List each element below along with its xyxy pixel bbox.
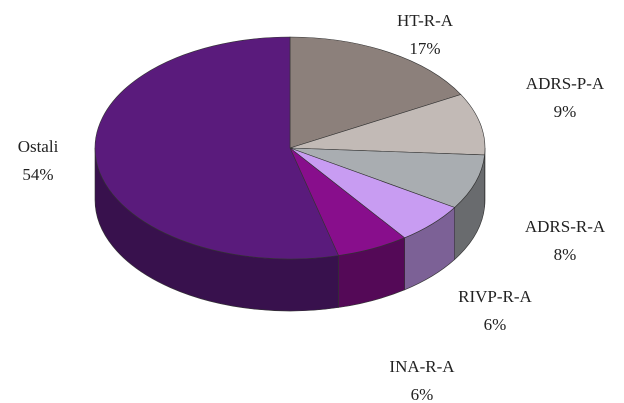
value-label: 6% — [411, 385, 434, 403]
slice — [289, 94, 486, 156]
value-label: 17% — [409, 39, 440, 58]
slice-label: INA-R-A — [389, 357, 455, 376]
slice — [289, 36, 462, 149]
value-label: 9% — [554, 102, 577, 121]
value-label: 54% — [22, 165, 53, 184]
slice-label: ADRS-P-A — [526, 74, 605, 93]
slice-label: RIVP-R-A — [458, 287, 532, 306]
value-label: 8% — [554, 245, 577, 264]
value-label: 6% — [484, 315, 507, 334]
slice-label: HT-R-A — [397, 11, 454, 30]
slice — [94, 36, 339, 260]
slice-label: ADRS-R-A — [525, 217, 606, 236]
slice — [289, 147, 485, 208]
slice-label: Ostali — [18, 137, 59, 156]
